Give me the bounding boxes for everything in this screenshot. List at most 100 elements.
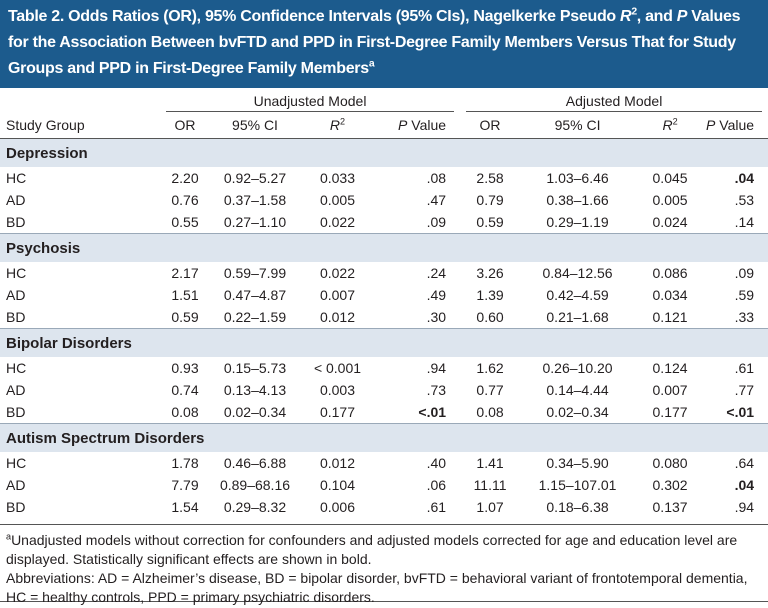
cell: 1.62: [476, 360, 504, 376]
data-row: HC 1.78 0.46–6.88 0.012 .40 1.41 0.34–5.90 0.08…: [0, 452, 768, 474]
data-row: HC 0.93 0.15–5.73 < 0.001 .94 1.62 0.26–10.20 0…: [0, 357, 768, 379]
cell: 1.51: [171, 287, 199, 303]
text-run: 2: [672, 116, 678, 127]
section-row: Psychosis: [0, 233, 768, 262]
table-title: Table 2. Odds Ratios (OR), 95% Confidenc…: [0, 0, 768, 88]
cell: .61: [734, 360, 755, 376]
cell: 0.84–12.56: [542, 265, 613, 281]
cell: 7.79: [171, 477, 199, 493]
cell: AD: [6, 287, 26, 303]
cell: 0.177: [319, 404, 356, 420]
cell: 0.02–0.34: [223, 404, 287, 420]
column-header: OR: [460, 112, 521, 139]
cell: 0.086: [652, 265, 688, 281]
cell: .94: [426, 360, 447, 376]
cell: 2.58: [476, 170, 504, 186]
cell: .33: [734, 309, 755, 325]
cell: .24: [426, 265, 447, 281]
section-label: Bipolar Disorders: [0, 328, 768, 357]
cell: 2.17: [171, 265, 199, 281]
cell: 0.47–4.87: [223, 287, 287, 303]
text-run: OR: [479, 117, 501, 133]
text-run: P: [676, 8, 688, 25]
cell: .09: [426, 214, 447, 230]
section-label: Autism Spectrum Disorders: [0, 423, 768, 452]
data-row: AD 7.79 0.89–68.16 0.104 .06 11.11 1.15–107.01…: [0, 474, 768, 496]
text-run: , and: [636, 8, 677, 25]
cell: .77: [734, 382, 755, 398]
cell: AD: [6, 477, 26, 493]
cell: <.01: [418, 404, 447, 420]
cell: 0.080: [652, 455, 688, 471]
cell: 0.76: [171, 192, 199, 208]
cell: .40: [426, 455, 447, 471]
cell: 0.37–1.58: [223, 192, 287, 208]
text-run: R: [329, 117, 341, 133]
cell: 0.59–7.99: [223, 265, 287, 281]
cell: 0.18–6.38: [546, 499, 609, 515]
group-header: Adjusted Model: [460, 88, 768, 112]
cell: HC: [6, 170, 27, 186]
cell: .04: [734, 170, 755, 186]
cell: 1.78: [171, 455, 199, 471]
cell: .59: [734, 287, 755, 303]
cell: BD: [6, 499, 26, 515]
cell: .08: [426, 170, 447, 186]
column-header: 95% CI: [520, 112, 636, 139]
data-table: Unadjusted Model Adjusted Model Study Grou…: [0, 88, 768, 518]
text-run: R: [620, 8, 632, 25]
cell: 0.137: [652, 499, 688, 515]
cell: 11.11: [473, 477, 507, 493]
cell: .94: [734, 499, 755, 515]
text-run: OR: [174, 117, 196, 133]
cell: 0.93: [171, 360, 199, 376]
cell: 0.59: [476, 214, 504, 230]
cell: 0.005: [319, 192, 356, 208]
column-header: Study Group: [0, 112, 160, 139]
cell: .04: [734, 477, 755, 493]
cell: 0.012: [319, 309, 356, 325]
cell: .30: [426, 309, 447, 325]
cell: 1.54: [171, 499, 199, 515]
cell: 2.20: [171, 170, 199, 186]
cell: 0.29–8.32: [223, 499, 287, 515]
cell: .61: [426, 499, 447, 515]
cell: HC: [6, 265, 27, 281]
cell: 0.55: [171, 214, 199, 230]
column-header: R2: [635, 112, 706, 139]
cell: BD: [6, 309, 26, 325]
cell: 0.27–1.10: [223, 214, 287, 230]
data-row: AD 0.76 0.37–1.58 0.005 .47 0.79 0.38–1.66 0.00…: [0, 189, 768, 211]
cell: 3.26: [476, 265, 504, 281]
cell: 0.007: [319, 287, 356, 303]
data-row: BD 1.54 0.29–8.32 0.006 .61 1.07 0.18–6.38 0.13…: [0, 496, 768, 518]
cell: 0.60: [476, 309, 504, 325]
cell: 0.022: [319, 265, 356, 281]
cell: BD: [6, 214, 26, 230]
section-label: Psychosis: [0, 233, 768, 262]
cell: 1.39: [476, 287, 504, 303]
text-run: Values for the Association Between bvFTD…: [8, 8, 741, 77]
cell: 0.14–4.44: [546, 382, 609, 398]
cell: 0.74: [171, 382, 199, 398]
group-label: Unadjusted Model: [166, 93, 455, 112]
cell: 0.08: [171, 404, 199, 420]
cell: 0.59: [171, 309, 199, 325]
cell: 1.15–107.01: [538, 477, 617, 493]
section-label: Depression: [0, 138, 768, 167]
footnote: aUnadjusted models without correction fo…: [6, 531, 762, 569]
cell: 0.003: [319, 382, 356, 398]
cell: BD: [6, 404, 26, 420]
cell: 0.79: [476, 192, 504, 208]
cell: 0.006: [319, 499, 356, 515]
cell: 0.13–4.13: [223, 382, 287, 398]
cell: 0.15–5.73: [223, 360, 287, 376]
section-row: Autism Spectrum Disorders: [0, 423, 768, 452]
cell: .49: [426, 287, 447, 303]
cell: 0.38–1.66: [546, 192, 609, 208]
cell: .53: [734, 192, 755, 208]
cell: 0.121: [652, 309, 688, 325]
cell: .06: [426, 477, 447, 493]
cell: 0.104: [319, 477, 356, 493]
cell: 0.022: [319, 214, 356, 230]
